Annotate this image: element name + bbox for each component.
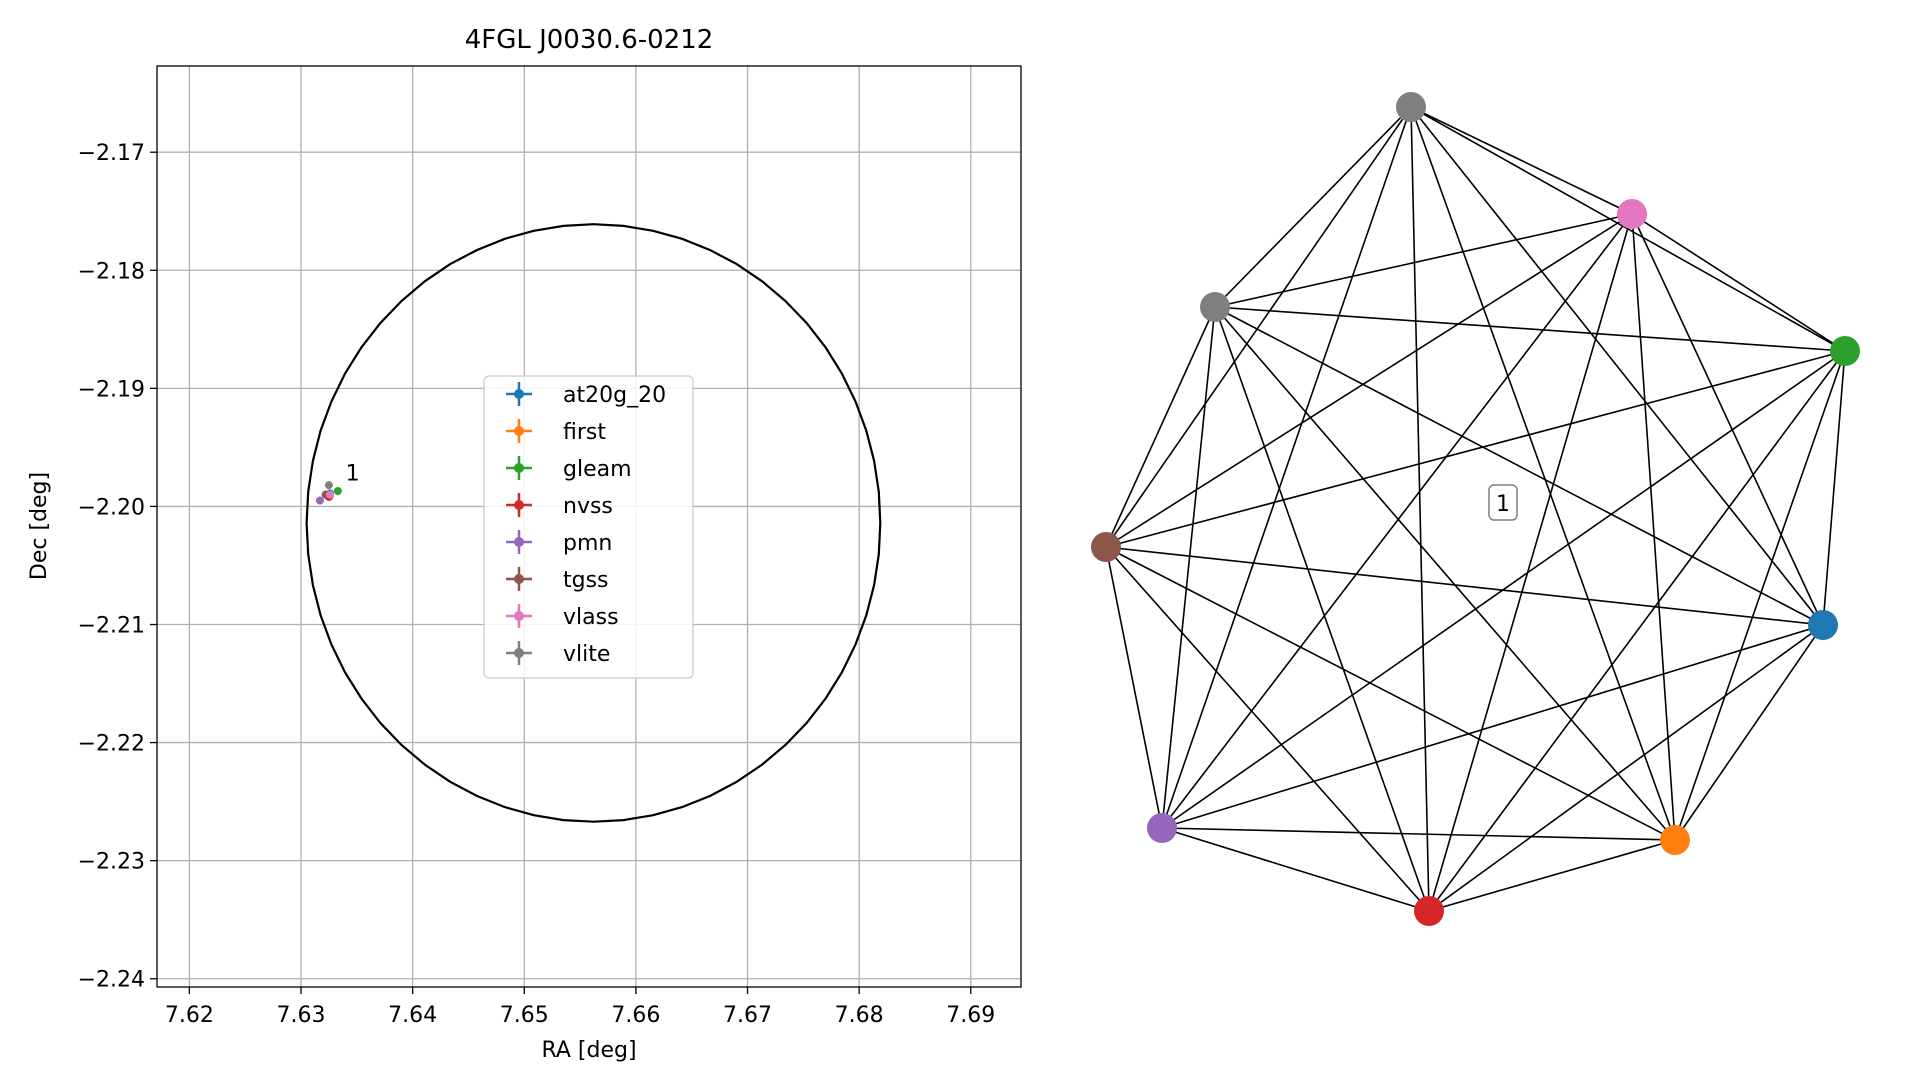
graph-edge: [1214, 106, 1412, 308]
y-tick-label: −2.23: [78, 850, 145, 875]
y-tick-label: −2.21: [78, 614, 145, 639]
legend-label: pmn: [563, 531, 612, 556]
graph-edge: [1105, 213, 1633, 548]
legend-entry-vlass: vlass: [506, 604, 619, 630]
graph-edge: [1161, 106, 1412, 829]
legend-entry-first: first: [506, 419, 606, 445]
x-tick-label: 7.65: [500, 1003, 549, 1028]
graph-edge: [1822, 350, 1846, 626]
graph-edge: [1214, 306, 1824, 626]
graph-edges: [1105, 106, 1846, 912]
x-tick-label: 7.68: [835, 1003, 884, 1028]
legend-label: at20g_20: [563, 383, 666, 408]
legend-entry-gleam: gleam: [506, 456, 632, 482]
y-tick-label: −2.19: [78, 377, 145, 402]
graph-edge: [1214, 306, 1430, 912]
graph-edge: [1105, 306, 1216, 548]
graph-node-pmn: [1147, 813, 1177, 843]
graph-edge: [1214, 306, 1846, 352]
graph-node-vlite_a: [1396, 92, 1426, 122]
graph-edge: [1631, 213, 1846, 352]
graph-edge: [1428, 213, 1633, 912]
legend-entry-pmn: pmn: [506, 530, 612, 556]
legend-box: [483, 375, 694, 679]
graph-edge: [1214, 213, 1633, 308]
x-tick-label: 7.66: [611, 1003, 660, 1028]
x-tick-label: 7.62: [165, 1003, 214, 1028]
graph-node-vlass: [1617, 199, 1647, 229]
graph-edge: [1161, 827, 1676, 841]
x-tick-label: 7.67: [723, 1003, 772, 1028]
legend-entry-tgss: tgss: [506, 567, 609, 593]
x-tick-label: 7.63: [277, 1003, 326, 1028]
graph-label-box: [1488, 484, 1518, 521]
scatter-plot: 7.62 7.63 7.64 7.65 7.66 7.67 7.68 7.69 −2.17−2…: [27, 25, 1022, 1063]
graph-node-nvss: [1414, 896, 1444, 926]
graph-edge: [1105, 106, 1412, 548]
legend-label: nvss: [563, 494, 613, 519]
network-graph: 1: [1091, 92, 1860, 926]
y-tick-label: −2.24: [78, 968, 145, 993]
y-ticks: −2.17 −2.18 −2.19 −2.20 −2.21 −2.22 −2.23 −2.24: [78, 141, 157, 993]
uncertainty-ellipse: [305, 223, 882, 823]
legend-label: gleam: [563, 457, 632, 482]
graph-edge: [1105, 546, 1676, 841]
graph-node-first: [1660, 825, 1690, 855]
legend-entry-vlite: vlite: [506, 641, 610, 667]
cluster-annotation: 1: [346, 461, 360, 486]
legend-label: first: [563, 420, 606, 445]
graph-edge: [1410, 106, 1633, 215]
graph-edge: [1161, 827, 1430, 912]
y-tick-label: −2.20: [78, 495, 145, 520]
legend-label: tgss: [563, 568, 609, 593]
y-tick-label: −2.17: [78, 141, 145, 166]
graph-edge: [1428, 624, 1824, 912]
graph-nodes: [1091, 92, 1860, 926]
graph-edge: [1105, 350, 1846, 548]
graph-node-at20g_20: [1808, 610, 1838, 640]
graph-edge: [1428, 839, 1676, 912]
graph-edge: [1410, 106, 1430, 912]
legend-entry-at20g_20: at20g_20: [506, 382, 666, 408]
graph-edge: [1161, 306, 1216, 829]
x-tick-label: 7.69: [946, 1003, 995, 1028]
point-vlite: [324, 481, 333, 490]
point-vlass: [326, 490, 335, 499]
axes-frame: [156, 65, 1022, 988]
graph-edge: [1631, 213, 1676, 841]
graph-edge: [1410, 106, 1824, 626]
point-pmn: [315, 496, 324, 505]
y-axis-label: Dec [deg]: [27, 472, 52, 580]
y-tick-label: −2.22: [78, 732, 145, 757]
y-tick-label: −2.18: [78, 259, 145, 284]
graph-edge: [1105, 546, 1163, 829]
chart-title: 4FGL J0030.6-0212: [465, 25, 714, 55]
graph-edge: [1105, 546, 1824, 626]
graph-node-tgss: [1091, 532, 1121, 562]
legend-label: vlite: [563, 642, 610, 667]
graph-edge: [1214, 306, 1676, 841]
point-gleam: [333, 487, 342, 496]
graph-edge: [1105, 546, 1430, 912]
graph-edge: [1428, 350, 1846, 912]
legend-entry-nvss: nvss: [506, 493, 613, 519]
x-ticks: 7.62 7.63 7.64 7.65 7.66 7.67 7.68 7.69: [165, 987, 995, 1028]
legend-label: vlass: [563, 605, 619, 630]
x-axis-label: RA [deg]: [541, 1038, 636, 1063]
graph-node-vlite_b: [1200, 292, 1230, 322]
data-points: [315, 481, 342, 505]
graph-edge: [1161, 213, 1633, 829]
graph-label: 1: [1496, 492, 1510, 517]
graph-edge: [1674, 350, 1846, 841]
graph-node-gleam: [1830, 336, 1860, 366]
x-tick-label: 7.64: [388, 1003, 437, 1028]
graph-edge: [1410, 106, 1676, 841]
graph-edge: [1674, 624, 1824, 841]
graph-edge: [1631, 213, 1824, 626]
graph-edge: [1161, 624, 1824, 829]
